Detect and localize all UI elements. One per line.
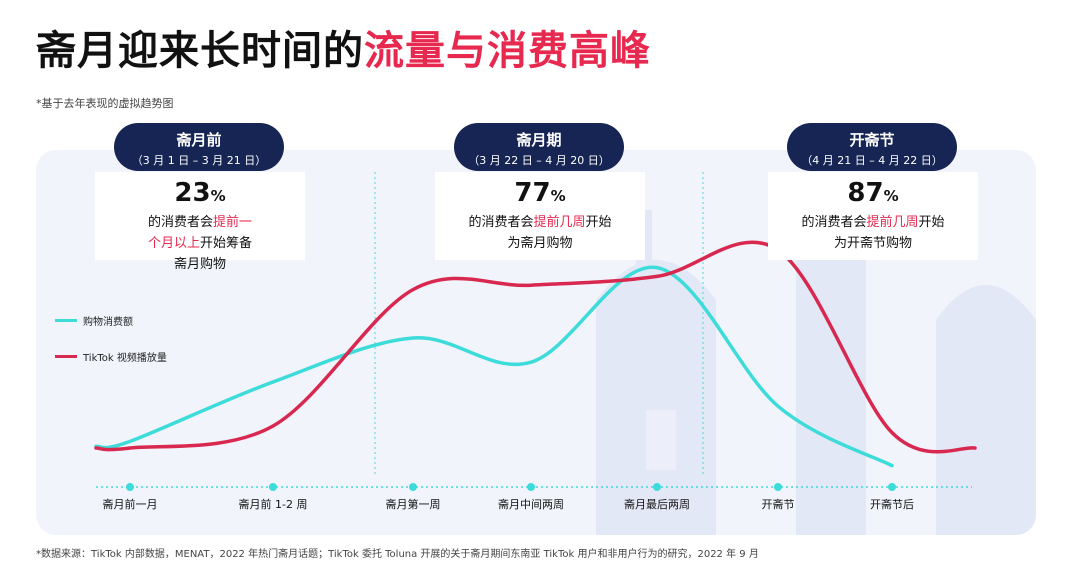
period-range: （3 月 1 日 – 3 月 21 日） bbox=[131, 154, 267, 167]
title-highlight: 流量与消费高峰 bbox=[364, 28, 651, 74]
period-pill-eid: 开斋节 （4 月 21 日 – 4 月 22 日） bbox=[787, 123, 957, 171]
stat-unit: % bbox=[210, 187, 226, 205]
period-range: （3 月 22 日 – 4 月 20 日） bbox=[468, 154, 610, 167]
x-tick-label: 斋月前 1-2 周 bbox=[238, 498, 308, 511]
period-pill-during: 斋月期 （3 月 22 日 – 4 月 20 日） bbox=[454, 123, 624, 171]
series-line-spend bbox=[94, 265, 894, 468]
stat-unit: % bbox=[883, 187, 899, 205]
legend-item-spend: 购物消费额 bbox=[55, 313, 133, 328]
stat-desc-post: 开始为斋月购物 bbox=[507, 215, 612, 251]
stat-desc-highlight: 提前几周 bbox=[533, 215, 586, 230]
stat-value: 23 bbox=[174, 178, 211, 208]
legend-label: TikTok 视频播放量 bbox=[83, 353, 167, 364]
x-tick-marker bbox=[653, 483, 661, 491]
stat-value: 77 bbox=[514, 178, 551, 208]
stat-desc-highlight: 提前一个月以上 bbox=[147, 215, 253, 251]
x-tick-marker bbox=[888, 483, 896, 491]
stat-card-before: 23% 的消费者会提前一个月以上开始筹备斋月购物 bbox=[95, 172, 305, 272]
stat-description: 的消费者会提前几周开始为开斋节购物 bbox=[768, 212, 978, 254]
stat-desc-pre: 的消费者会 bbox=[801, 215, 867, 230]
x-tick-label: 斋月前一月 bbox=[102, 498, 158, 511]
chart-note: *基于去年表现的虚拟趋势图 bbox=[36, 97, 174, 110]
x-tick-label: 斋月最后两周 bbox=[624, 498, 690, 511]
stat-unit: % bbox=[550, 187, 566, 205]
stat-desc-pre: 的消费者会 bbox=[468, 215, 534, 230]
stat-description: 的消费者会提前一个月以上开始筹备斋月购物 bbox=[95, 212, 305, 275]
stat-card-eid: 87% 的消费者会提前几周开始为开斋节购物 bbox=[768, 172, 978, 260]
legend-swatch bbox=[55, 355, 77, 358]
stat-percent: 77% bbox=[435, 178, 645, 208]
x-tick-label: 开斋节后 bbox=[870, 498, 914, 511]
stat-desc-highlight: 提前几周 bbox=[866, 215, 919, 230]
period-name: 斋月期 bbox=[516, 131, 562, 149]
footnote: *数据来源：TikTok 内部数据，MENAT，2022 年热门斋月话题；Tik… bbox=[36, 549, 759, 560]
stat-value: 87 bbox=[847, 178, 884, 208]
period-name: 开斋节 bbox=[849, 131, 895, 149]
x-tick-label: 开斋节 bbox=[761, 498, 795, 511]
title-part1: 斋月迎来长时间的 bbox=[36, 28, 364, 74]
stat-percent: 87% bbox=[768, 178, 978, 208]
mosque-silhouette-decor bbox=[596, 190, 1036, 535]
x-tick-label: 斋月中间两周 bbox=[498, 498, 564, 511]
stat-desc-post: 开始筹备斋月购物 bbox=[173, 236, 253, 272]
stat-desc-post: 开始为开斋节购物 bbox=[833, 215, 945, 251]
x-tick-marker bbox=[269, 483, 277, 491]
page-title: 斋月迎来长时间的流量与消费高峰 bbox=[36, 18, 651, 76]
x-tick-marker bbox=[409, 483, 417, 491]
period-range: （4 月 21 日 – 4 月 22 日） bbox=[801, 154, 943, 167]
legend-label: 购物消费额 bbox=[83, 317, 133, 328]
x-tick-marker bbox=[774, 483, 782, 491]
stat-description: 的消费者会提前几周开始为斋月购物 bbox=[435, 212, 645, 254]
stat-desc-pre: 的消费者会 bbox=[147, 215, 213, 230]
period-name: 斋月前 bbox=[176, 131, 222, 149]
legend-swatch bbox=[55, 319, 77, 322]
x-tick-label: 斋月第一周 bbox=[385, 498, 441, 511]
x-tick-marker bbox=[527, 483, 535, 491]
stat-card-during: 77% 的消费者会提前几周开始为斋月购物 bbox=[435, 172, 645, 260]
period-pill-before: 斋月前 （3 月 1 日 – 3 月 21 日） bbox=[114, 123, 284, 171]
stat-percent: 23% bbox=[95, 178, 305, 208]
legend-item-views: TikTok 视频播放量 bbox=[55, 349, 167, 364]
series-line-views bbox=[94, 240, 977, 454]
x-tick-marker bbox=[126, 483, 134, 491]
